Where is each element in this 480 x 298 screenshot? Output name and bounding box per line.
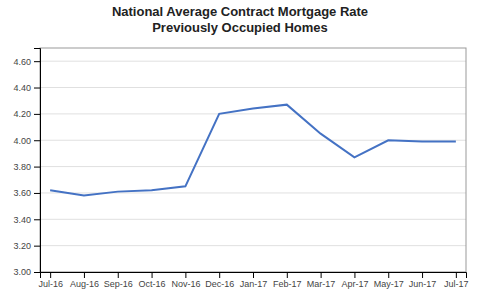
x-tick-mark bbox=[84, 272, 85, 278]
x-tick-label: May-17 bbox=[374, 279, 404, 289]
x-tick-mark bbox=[422, 272, 423, 278]
grid-line bbox=[40, 87, 466, 88]
marks bbox=[50, 105, 456, 196]
chart-title-line: Previously Occupied Homes bbox=[152, 20, 328, 35]
x-tick-mark bbox=[50, 272, 51, 278]
x-tick-mark bbox=[118, 272, 119, 278]
y-tick-label: 4.00 bbox=[13, 136, 31, 146]
y-tick: 4.20 bbox=[13, 109, 40, 119]
x-tick-mark bbox=[388, 272, 389, 278]
x-tick-label: Jul-16 bbox=[38, 279, 63, 289]
y-tick-mark bbox=[34, 246, 40, 247]
y-tick: 3.40 bbox=[13, 215, 40, 225]
y-tick-label: 4.40 bbox=[13, 83, 31, 93]
x-tick-label: Apr-17 bbox=[341, 279, 368, 289]
x-tick-label: Jul-17 bbox=[444, 279, 469, 289]
x-tick: Dec-16 bbox=[205, 272, 234, 289]
grid-line bbox=[40, 113, 466, 114]
y-tick: 3.80 bbox=[13, 162, 40, 172]
y-tick: 4.60 bbox=[13, 57, 40, 67]
chart: National Average Contract Mortgage RateP… bbox=[0, 0, 480, 298]
x-axis: Jul-16 Aug-16 Sep-16 Oct-16 Nov-16 Dec-16 Jan-… bbox=[38, 272, 468, 289]
x-tick-mark bbox=[152, 272, 153, 278]
y-tick-label: 3.00 bbox=[13, 267, 31, 277]
y-tick-mark bbox=[34, 219, 40, 220]
x-tick-mark bbox=[219, 272, 220, 278]
y-tick: 3.20 bbox=[13, 241, 40, 251]
x-tick-label: Feb-17 bbox=[273, 279, 302, 289]
x-tick-mark bbox=[354, 272, 355, 278]
x-tick: Mar-17 bbox=[307, 272, 336, 289]
y-tick: 4.00 bbox=[13, 136, 40, 146]
x-tick-label: Sep-16 bbox=[104, 279, 133, 289]
grid-line bbox=[40, 61, 466, 62]
y-tick-mark bbox=[34, 140, 40, 141]
y-tick-mark bbox=[34, 114, 40, 115]
x-tick: Feb-17 bbox=[273, 272, 302, 289]
x-tick-mark bbox=[253, 272, 254, 278]
grid-line bbox=[40, 219, 466, 220]
x-tick: Apr-17 bbox=[341, 272, 368, 289]
y-tick-label: 3.80 bbox=[13, 162, 31, 172]
x-tick: Jun-17 bbox=[409, 272, 437, 289]
x-axis-line bbox=[41, 273, 467, 279]
y-tick-mark bbox=[34, 61, 40, 62]
y-tick-mark bbox=[34, 272, 40, 273]
x-tick: May-17 bbox=[374, 272, 404, 289]
chart-title: National Average Contract Mortgage RateP… bbox=[112, 4, 368, 35]
grid-line bbox=[40, 166, 466, 167]
x-tick: Nov-16 bbox=[171, 272, 200, 289]
y-tick-label: 4.60 bbox=[13, 57, 31, 67]
x-tick-label: Aug-16 bbox=[70, 279, 99, 289]
x-tick-label: Jan-17 bbox=[240, 279, 268, 289]
x-tick-mark bbox=[456, 272, 457, 278]
y-tick-mark bbox=[34, 88, 40, 89]
x-tick-mark bbox=[185, 272, 186, 278]
y-tick-mark bbox=[34, 167, 40, 168]
x-tick-label: Nov-16 bbox=[171, 279, 200, 289]
x-tick-label: Mar-17 bbox=[307, 279, 336, 289]
data-line bbox=[50, 105, 456, 196]
y-axis-line bbox=[34, 49, 41, 273]
x-tick-label: Jun-17 bbox=[409, 279, 437, 289]
grid-line bbox=[40, 245, 466, 246]
x-tick-label: Dec-16 bbox=[205, 279, 234, 289]
y-axis: 3.00 3.20 3.40 3.60 3.80 4.00 4.20 4.40 4.60 bbox=[13, 49, 40, 278]
y-tick: 4.40 bbox=[13, 83, 40, 93]
x-tick: Aug-16 bbox=[70, 272, 99, 289]
x-tick-mark bbox=[287, 272, 288, 278]
y-tick-label: 4.20 bbox=[13, 109, 31, 119]
plot-frame bbox=[40, 48, 466, 272]
x-tick-mark bbox=[321, 272, 322, 278]
y-tick-mark bbox=[34, 193, 40, 194]
x-tick: Jan-17 bbox=[240, 272, 268, 289]
x-tick: Jul-16 bbox=[38, 272, 63, 289]
y-tick-label: 3.60 bbox=[13, 188, 31, 198]
x-tick: Oct-16 bbox=[139, 272, 166, 289]
grid bbox=[40, 61, 466, 272]
plot-area: 3.00 3.20 3.40 3.60 3.80 4.00 4.20 4.40 4.60 Jul-… bbox=[13, 48, 468, 289]
chart-title-line: National Average Contract Mortgage Rate bbox=[112, 4, 368, 19]
y-tick: 3.60 bbox=[13, 188, 40, 198]
y-tick-label: 3.40 bbox=[13, 215, 31, 225]
y-tick-label: 3.20 bbox=[13, 241, 31, 251]
x-tick-label: Oct-16 bbox=[139, 279, 166, 289]
x-tick: Jul-17 bbox=[444, 272, 469, 289]
y-tick: 3.00 bbox=[13, 267, 40, 277]
x-tick: Sep-16 bbox=[104, 272, 133, 289]
